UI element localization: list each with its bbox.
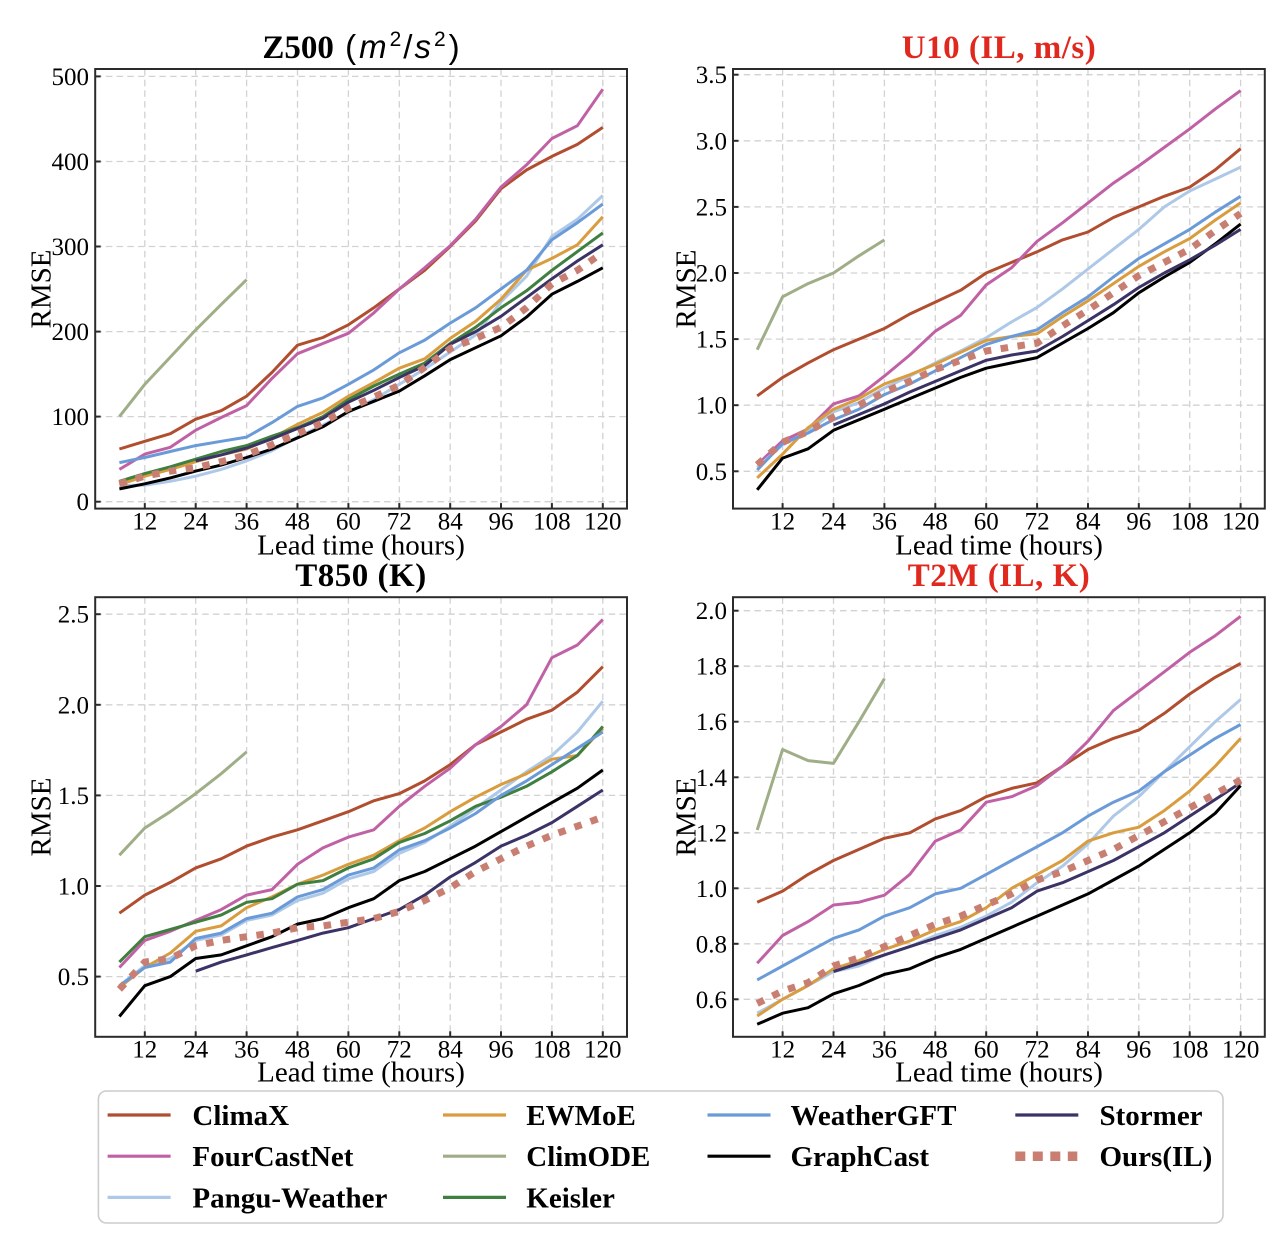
svg-text:96: 96 [489,1037,514,1064]
svg-text:500: 500 [52,64,90,91]
svg-text:60: 60 [336,509,361,536]
svg-text:RMSE: RMSE [26,778,58,857]
svg-text:Keisler: Keisler [526,1182,615,1214]
svg-text:72: 72 [1025,509,1050,536]
svg-text:1.4: 1.4 [696,765,728,792]
svg-text:72: 72 [387,509,412,536]
svg-text:GraphCast: GraphCast [791,1141,930,1173]
svg-text:RMSE: RMSE [671,778,703,857]
svg-text:12: 12 [770,1037,795,1064]
svg-text:1.5: 1.5 [58,783,89,810]
svg-text:WeatherGFT: WeatherGFT [791,1100,957,1132]
svg-text:12: 12 [132,1037,157,1064]
svg-text:Lead time (hours): Lead time (hours) [895,1057,1103,1089]
svg-text:ClimODE: ClimODE [526,1141,650,1173]
svg-text:72: 72 [387,1037,412,1064]
svg-text:U10 (IL, m/s): U10 (IL, m/s) [902,30,1096,66]
svg-text:120: 120 [584,509,622,536]
svg-text:12: 12 [770,509,795,536]
svg-text:1.6: 1.6 [696,709,727,736]
svg-text:1.2: 1.2 [696,820,727,847]
svg-text:Ours(IL): Ours(IL) [1100,1141,1213,1173]
svg-text:1.0: 1.0 [696,876,727,903]
svg-text:T2M (IL, K): T2M (IL, K) [908,558,1090,594]
svg-text:Lead time (hours): Lead time (hours) [895,530,1103,562]
svg-text:200: 200 [52,319,90,346]
svg-text:24: 24 [183,1037,209,1064]
svg-text:0: 0 [77,489,90,516]
svg-text:Lead time (hours): Lead time (hours) [257,530,465,562]
svg-text:100: 100 [52,404,90,431]
svg-text:96: 96 [489,509,514,536]
svg-text:1.0: 1.0 [696,393,727,420]
svg-text:60: 60 [974,1037,999,1064]
svg-text:3.0: 3.0 [696,128,727,155]
svg-text:60: 60 [336,1037,361,1064]
svg-text:2.0: 2.0 [696,261,727,288]
svg-text:Lead time (hours): Lead time (hours) [257,1057,465,1089]
svg-text:24: 24 [821,1037,847,1064]
svg-text:T850 (K): T850 (K) [295,558,426,594]
svg-text:2.0: 2.0 [58,692,89,719]
svg-text:0.6: 0.6 [696,987,727,1014]
svg-text:400: 400 [52,149,90,176]
svg-text:RMSE: RMSE [26,250,58,329]
svg-text:0.5: 0.5 [696,459,727,486]
svg-text:48: 48 [285,1037,310,1064]
svg-text:Z500 (m2/s2): Z500 (m 2/s 2) [262,28,459,66]
svg-text:36: 36 [234,1037,259,1064]
svg-text:ClimaX: ClimaX [192,1100,289,1132]
svg-text:36: 36 [234,509,259,536]
svg-text:120: 120 [1222,509,1260,536]
svg-text:108: 108 [533,509,571,536]
svg-text:84: 84 [1076,509,1102,536]
svg-text:1.0: 1.0 [58,874,89,901]
svg-text:48: 48 [923,1037,948,1064]
svg-text:48: 48 [923,509,948,536]
svg-text:84: 84 [438,509,464,536]
svg-text:96: 96 [1126,509,1151,536]
svg-text:48: 48 [285,509,310,536]
svg-text:0.8: 0.8 [696,931,727,958]
svg-text:0.5: 0.5 [58,964,89,991]
svg-text:108: 108 [1171,509,1209,536]
svg-text:84: 84 [1076,1037,1102,1064]
svg-text:36: 36 [872,1037,897,1064]
svg-text:2.0: 2.0 [696,598,727,625]
svg-text:36: 36 [872,509,897,536]
svg-text:EWMoE: EWMoE [526,1100,636,1132]
svg-text:120: 120 [1222,1037,1260,1064]
svg-text:2.5: 2.5 [696,194,727,221]
svg-text:1.5: 1.5 [696,327,727,354]
svg-text:3.5: 3.5 [696,62,727,89]
svg-text:Pangu-Weather: Pangu-Weather [192,1182,387,1214]
svg-text:108: 108 [533,1037,571,1064]
svg-text:RMSE: RMSE [671,250,703,329]
svg-text:FourCastNet: FourCastNet [192,1141,353,1173]
svg-text:24: 24 [183,509,209,536]
svg-text:300: 300 [52,234,90,261]
svg-text:Stormer: Stormer [1100,1100,1203,1132]
svg-text:84: 84 [438,1037,464,1064]
svg-text:24: 24 [821,509,847,536]
svg-text:2.5: 2.5 [58,602,89,629]
svg-text:72: 72 [1025,1037,1050,1064]
svg-text:120: 120 [584,1037,622,1064]
svg-text:12: 12 [132,509,157,536]
svg-text:60: 60 [974,509,999,536]
svg-text:108: 108 [1171,1037,1209,1064]
svg-text:96: 96 [1126,1037,1151,1064]
svg-text:1.8: 1.8 [696,654,727,681]
